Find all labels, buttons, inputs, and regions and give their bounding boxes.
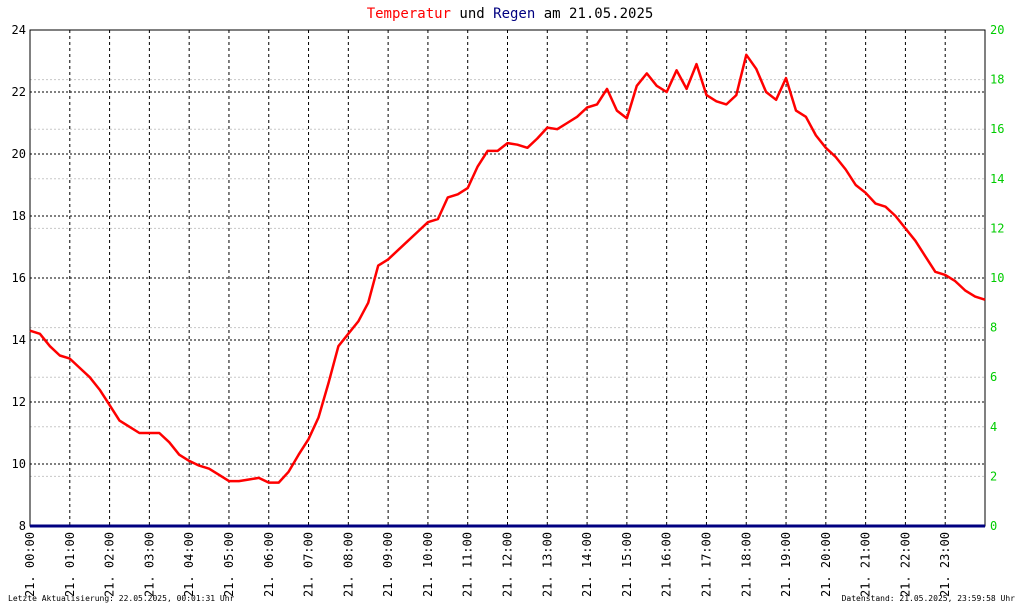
y-left-tick-20: 20 (12, 147, 26, 161)
x-tick-6: 21. 06:00 (262, 532, 276, 597)
y-left-tick-14: 14 (12, 333, 26, 347)
x-tick-13: 21. 13:00 (540, 532, 554, 597)
x-tick-17: 21. 17:00 (699, 532, 713, 597)
x-tick-22: 21. 22:00 (898, 532, 912, 597)
x-tick-4: 21. 04:00 (182, 532, 196, 597)
x-tick-8: 21. 08:00 (341, 532, 355, 597)
x-tick-9: 21. 09:00 (381, 532, 395, 597)
y-left-tick-12: 12 (12, 395, 26, 409)
x-tick-2: 21. 02:00 (103, 532, 117, 597)
x-axis-labels: 21. 00:00 21. 01:00 21. 02:00 21. 03:00 21. … (23, 532, 952, 597)
x-tick-5: 21. 05:00 (222, 532, 236, 597)
y-left-tick-10: 10 (12, 457, 26, 471)
x-tick-3: 21. 03:00 (142, 532, 156, 597)
title-rain: Regen (493, 6, 535, 22)
y-right-tick-14: 14 (990, 172, 1004, 186)
x-tick-12: 21. 12:00 (501, 532, 515, 597)
x-tick-10: 21. 10:00 (421, 532, 435, 597)
title-temperature: Temperatur (367, 6, 451, 22)
x-tick-23: 21. 23:00 (938, 532, 952, 597)
y-axis-right-labels: 0 2 4 6 8 10 12 14 16 18 20 (990, 23, 1004, 533)
footer-last-update: Letzte Aktualisierung: 22.05.2025, 00:01… (8, 594, 235, 603)
y-left-tick-22: 22 (12, 85, 26, 99)
title-date: am 21.05.2025 (535, 6, 653, 22)
y-right-tick-18: 18 (990, 73, 1004, 87)
y-left-tick-8: 8 (19, 519, 26, 533)
y-axis-left-labels: 8 10 12 14 16 18 20 22 24 (12, 23, 26, 533)
x-tick-7: 21. 07:00 (302, 532, 316, 597)
x-tick-21: 21. 21:00 (859, 532, 873, 597)
chart-title: Temperatur und Regen am 21.05.2025 (367, 6, 654, 22)
x-tick-18: 21. 18:00 (739, 532, 753, 597)
y-left-tick-16: 16 (12, 271, 26, 285)
y-right-tick-4: 4 (990, 420, 997, 434)
x-tick-11: 21. 11:00 (461, 532, 475, 597)
y-right-tick-0: 0 (990, 519, 997, 533)
x-tick-1: 21. 01:00 (63, 532, 77, 597)
x-tick-20: 21. 20:00 (819, 532, 833, 597)
x-tick-16: 21. 16:00 (660, 532, 674, 597)
x-tick-19: 21. 19:00 (779, 532, 793, 597)
y-right-tick-6: 6 (990, 370, 997, 384)
y-right-tick-10: 10 (990, 271, 1004, 285)
footer-data-status: Datenstand: 21.05.2025, 23:59:58 Uhr (842, 594, 1016, 603)
y-right-tick-20: 20 (990, 23, 1004, 37)
x-tick-14: 21. 14:00 (580, 532, 594, 597)
y-right-tick-2: 2 (990, 469, 997, 483)
series-line-temperatur (29, 53, 986, 484)
x-tick-15: 21. 15:00 (620, 532, 634, 597)
y-left-tick-18: 18 (12, 209, 26, 223)
y-left-tick-24: 24 (12, 23, 26, 37)
series-layer (29, 53, 986, 528)
y-right-tick-12: 12 (990, 221, 1004, 235)
title-und: und (451, 6, 493, 22)
grid (30, 30, 985, 526)
y-right-tick-8: 8 (990, 321, 997, 335)
y-right-tick-16: 16 (990, 122, 1004, 136)
x-tick-0: 21. 00:00 (23, 532, 37, 597)
